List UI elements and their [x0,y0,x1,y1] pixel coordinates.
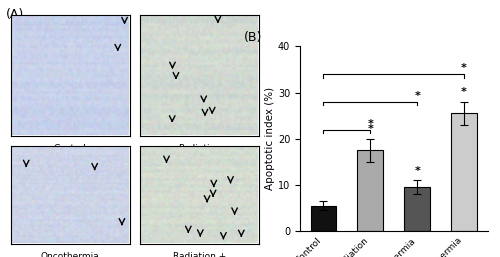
Bar [404,187,430,231]
Text: (A): (A) [6,8,24,21]
Text: *: * [461,87,467,97]
Y-axis label: Apoptotic index (%): Apoptotic index (%) [265,87,275,190]
Bar [451,113,477,231]
Text: (B): (B) [244,31,262,44]
Text: Radiation: Radiation [178,144,221,153]
Text: *: * [461,63,467,73]
Text: *: * [368,118,373,128]
Text: *: * [414,91,420,101]
Text: Oncothermia: Oncothermia [41,252,100,257]
Text: *: * [368,124,373,134]
Text: Radiation +
oncothermia: Radiation + oncothermia [171,252,228,257]
Bar [310,206,336,231]
Bar [358,150,383,231]
Text: Control: Control [54,144,86,153]
Text: *: * [414,166,420,176]
